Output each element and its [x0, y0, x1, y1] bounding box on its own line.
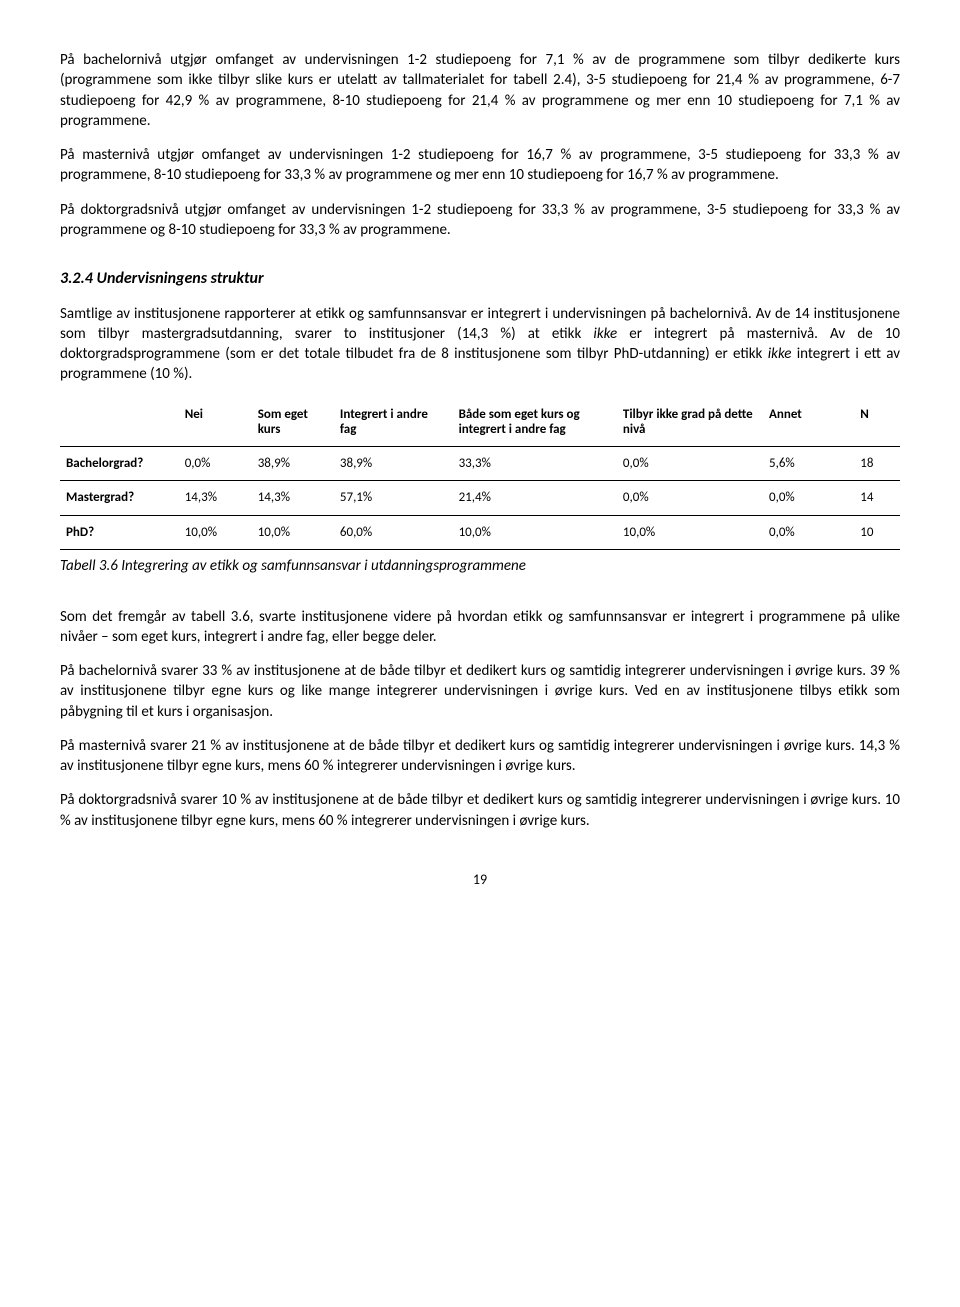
paragraph-phd: På doktorgradsnivå utgjør omfanget av un… [60, 200, 900, 241]
table-header: Både som eget kurs og integrert i andre … [453, 399, 617, 447]
table-cell: 0,0% [617, 481, 763, 516]
emphasis-ikke: ikke [593, 325, 617, 343]
table-cell: 14,3% [179, 481, 252, 516]
table-header: Integrert i andre fag [334, 399, 453, 447]
paragraph-bachelor: På bachelornivå utgjør omfanget av under… [60, 50, 900, 131]
row-label: Bachelorgrad? [60, 446, 179, 481]
table-cell: 10 [854, 515, 900, 550]
table-cell: 5,6% [763, 446, 854, 481]
table-cell: 38,9% [334, 446, 453, 481]
table-row: PhD? 10,0% 10,0% 60,0% 10,0% 10,0% 0,0% … [60, 515, 900, 550]
paragraph-table-followup: Som det fremgår av tabell 3.6, svarte in… [60, 607, 900, 648]
table-header-row: Nei Som eget kurs Integrert i andre fag … [60, 399, 900, 447]
table-row: Bachelorgrad? 0,0% 38,9% 38,9% 33,3% 0,0… [60, 446, 900, 481]
paragraph-structure-intro: Samtlige av institusjonene rapporterer a… [60, 304, 900, 385]
table-cell: 38,9% [252, 446, 334, 481]
table-caption: Tabell 3.6 Integrering av etikk og samfu… [60, 556, 900, 576]
table-header: N [854, 399, 900, 447]
integration-table: Nei Som eget kurs Integrert i andre fag … [60, 399, 900, 551]
table-header: Nei [179, 399, 252, 447]
paragraph-phd-detail: På doktorgradsnivå svarer 10 % av instit… [60, 790, 900, 831]
table-cell: 10,0% [617, 515, 763, 550]
table-cell: 60,0% [334, 515, 453, 550]
row-label: Mastergrad? [60, 481, 179, 516]
table-cell: 21,4% [453, 481, 617, 516]
table-cell: 14,3% [252, 481, 334, 516]
table-cell: 18 [854, 446, 900, 481]
table-cell: 0,0% [763, 481, 854, 516]
emphasis-ikke: ikke [768, 345, 792, 363]
section-heading: 3.2.4 Undervisningens struktur [60, 268, 900, 290]
paragraph-master-detail: På masternivå svarer 21 % av institusjon… [60, 736, 900, 777]
table-cell: 14 [854, 481, 900, 516]
page-number: 19 [60, 871, 900, 890]
table-header [60, 399, 179, 447]
table-header: Som eget kurs [252, 399, 334, 447]
paragraph-master: På masternivå utgjør omfanget av undervi… [60, 145, 900, 186]
table-row: Mastergrad? 14,3% 14,3% 57,1% 21,4% 0,0%… [60, 481, 900, 516]
table-header: Tilbyr ikke grad på dette nivå [617, 399, 763, 447]
table-cell: 0,0% [763, 515, 854, 550]
table-header: Annet [763, 399, 854, 447]
table-cell: 10,0% [252, 515, 334, 550]
table-cell: 0,0% [179, 446, 252, 481]
table-cell: 10,0% [179, 515, 252, 550]
table-cell: 33,3% [453, 446, 617, 481]
table-cell: 10,0% [453, 515, 617, 550]
row-label: PhD? [60, 515, 179, 550]
table-cell: 0,0% [617, 446, 763, 481]
paragraph-bachelor-detail: På bachelornivå svarer 33 % av institusj… [60, 661, 900, 722]
table-cell: 57,1% [334, 481, 453, 516]
